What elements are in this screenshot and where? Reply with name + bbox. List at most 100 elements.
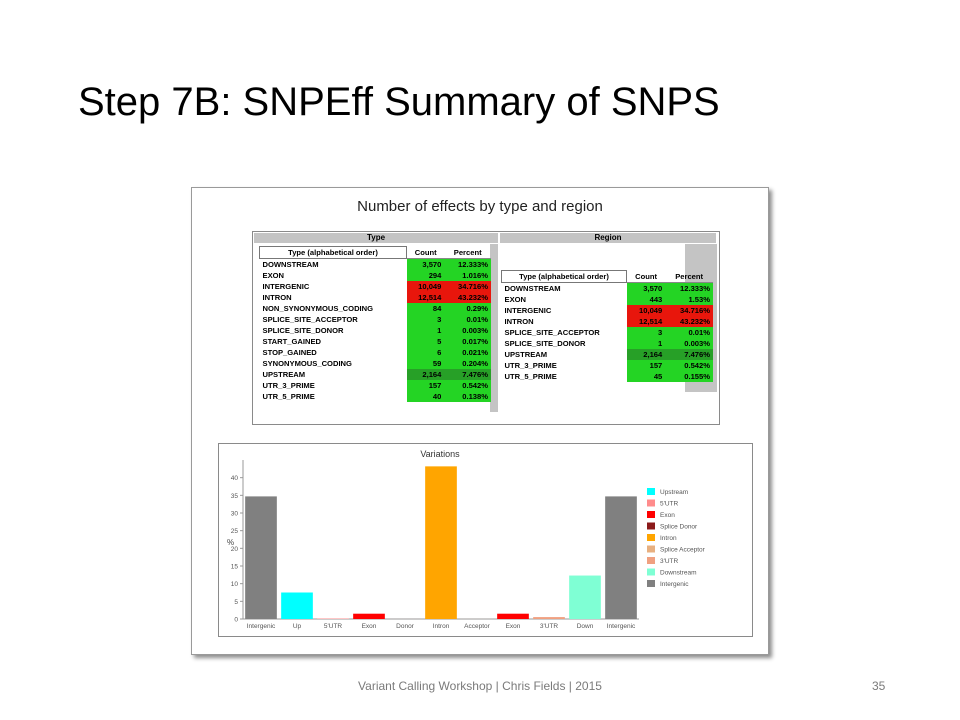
- y-axis-label: %: [227, 538, 234, 547]
- type-section-header: Type: [254, 233, 498, 243]
- type-effects-table: Type (alphabetical order) Count Percent …: [259, 246, 491, 402]
- count-cell: 6: [406, 347, 445, 358]
- table-row: DOWNSTREAM 3,570 12.333%: [502, 282, 713, 294]
- region-effects-table: Type (alphabetical order) Count Percent …: [501, 270, 713, 382]
- col-percent-header: Percent: [665, 270, 713, 283]
- effect-type-cell: UPSTREAM: [262, 370, 306, 379]
- table-row: DOWNSTREAM 3,570 12.333%: [260, 258, 491, 270]
- x-tick-label: 3'UTR: [540, 623, 559, 630]
- bar-10: [605, 496, 637, 619]
- legend-label: Intergenic: [660, 581, 689, 588]
- effect-type-cell: INTERGENIC: [262, 282, 310, 291]
- x-tick-label: Down: [577, 623, 594, 630]
- percent-cell: 12.333%: [665, 282, 713, 294]
- percent-cell: 0.021%: [444, 347, 491, 358]
- page-number: 35: [872, 679, 886, 693]
- effect-type-cell: SPLICE_SITE_ACCEPTOR: [504, 328, 600, 337]
- count-cell: 1: [406, 325, 445, 336]
- table-row: SPLICE_SITE_ACCEPTOR 3 0.01%: [502, 327, 713, 338]
- effects-tables-panel: Type Region Type (alphabetical order) Co…: [252, 231, 720, 425]
- count-cell: 3: [406, 314, 445, 325]
- count-cell: 443: [626, 294, 666, 305]
- table-row: INTERGENIC 10,049 34.716%: [502, 305, 713, 316]
- y-tick-label: 10: [231, 581, 239, 588]
- bar-3: [353, 613, 385, 619]
- effect-type-cell: INTRON: [504, 317, 534, 326]
- effect-type-cell: DOWNSTREAM: [262, 260, 319, 269]
- legend-swatch: [647, 557, 655, 564]
- legend-swatch: [647, 580, 655, 587]
- effect-type-cell: UTR_5_PRIME: [262, 392, 315, 401]
- table-row: SYNONYMOUS_CODING 59 0.204%: [260, 358, 491, 369]
- table-row: INTRON 12,514 43.232%: [502, 316, 713, 327]
- effect-type-cell: UTR_3_PRIME: [504, 361, 557, 370]
- x-tick-label: 5'UTR: [324, 623, 343, 630]
- col-percent-header: Percent: [444, 246, 491, 259]
- col-count-header: Count: [406, 246, 445, 259]
- legend-label: Downstream: [660, 570, 696, 577]
- count-cell: 12,514: [406, 292, 445, 303]
- count-cell: 59: [406, 358, 445, 369]
- col-type-header: Type (alphabetical order): [259, 246, 407, 259]
- effect-type-cell: UTR_3_PRIME: [262, 381, 315, 390]
- legend-swatch: [647, 511, 655, 518]
- percent-cell: 7.476%: [444, 369, 491, 380]
- x-tick-label: Exon: [362, 623, 377, 630]
- percent-cell: 1.53%: [665, 294, 713, 305]
- percent-cell: 0.01%: [665, 327, 713, 338]
- legend-swatch: [647, 568, 655, 576]
- legend-swatch: [647, 534, 655, 541]
- table-row: UTR_3_PRIME 157 0.542%: [502, 360, 713, 371]
- count-cell: 12,514: [626, 316, 666, 327]
- x-tick-label: Intron: [433, 623, 450, 630]
- legend-label: Splice Donor: [660, 524, 698, 531]
- percent-cell: 1.016%: [444, 270, 491, 281]
- percent-cell: 0.01%: [444, 314, 491, 325]
- effect-type-cell: DOWNSTREAM: [504, 284, 561, 293]
- table-row: EXON 443 1.53%: [502, 294, 713, 305]
- percent-cell: 0.003%: [665, 338, 713, 349]
- percent-cell: 43.232%: [665, 316, 713, 327]
- percent-cell: 0.204%: [444, 358, 491, 369]
- legend-label: 5'UTR: [660, 501, 679, 508]
- effect-type-cell: START_GAINED: [262, 337, 322, 346]
- y-tick-label: 15: [231, 564, 239, 571]
- count-cell: 84: [406, 303, 445, 314]
- table-row: UPSTREAM 2,164 7.476%: [502, 349, 713, 360]
- x-tick-label: Up: [293, 623, 302, 630]
- percent-cell: 34.716%: [665, 305, 713, 316]
- percent-cell: 0.017%: [444, 336, 491, 347]
- effect-type-cell: INTERGENIC: [504, 306, 552, 315]
- y-tick-label: 5: [234, 599, 238, 606]
- effect-type-cell: EXON: [504, 295, 527, 304]
- legend-swatch: [647, 522, 655, 530]
- y-tick-label: 35: [231, 493, 239, 500]
- count-cell: 10,049: [626, 305, 666, 316]
- legend-label: Upstream: [660, 489, 688, 496]
- table-row: EXON 294 1.016%: [260, 270, 491, 281]
- legend-label: 3'UTR: [660, 558, 679, 565]
- count-cell: 1: [626, 338, 666, 349]
- table-row: START_GAINED 5 0.017%: [260, 336, 491, 347]
- count-cell: 3,570: [626, 282, 666, 294]
- bar-8: [533, 617, 565, 619]
- slide-title: Step 7B: SNPEff Summary of SNPS: [78, 80, 720, 124]
- legend-swatch: [647, 545, 655, 553]
- effect-type-cell: SPLICE_SITE_ACCEPTOR: [262, 315, 358, 324]
- percent-cell: 34.716%: [444, 281, 491, 292]
- count-cell: 2,164: [406, 369, 445, 380]
- count-cell: 2,164: [626, 349, 666, 360]
- percent-cell: 12.333%: [444, 258, 491, 270]
- percent-cell: 0.003%: [444, 325, 491, 336]
- table-row: SPLICE_SITE_DONOR 1 0.003%: [502, 338, 713, 349]
- legend-label: Intron: [660, 535, 677, 542]
- legend-swatch: [647, 499, 655, 507]
- table-row: STOP_GAINED 6 0.021%: [260, 347, 491, 358]
- legend-label: Exon: [660, 512, 675, 519]
- effect-type-cell: EXON: [262, 271, 285, 280]
- x-tick-label: Intergenic: [247, 623, 276, 630]
- footer-text: Variant Calling Workshop | Chris Fields …: [358, 679, 602, 693]
- count-cell: 294: [406, 270, 445, 281]
- count-cell: 3: [626, 327, 666, 338]
- legend-swatch: [647, 488, 655, 495]
